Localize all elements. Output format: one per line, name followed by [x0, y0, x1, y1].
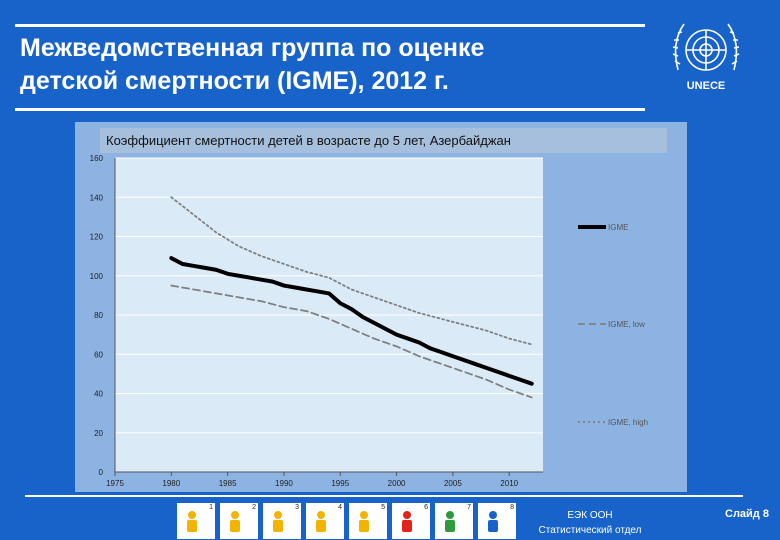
- org-name: ЕЭК ООН: [567, 510, 613, 521]
- mdg-goal-6: 6: [391, 502, 431, 540]
- mdg-goal-3: 3: [262, 502, 302, 540]
- un-emblem-icon: [672, 23, 740, 71]
- x-tick-label: 1975: [106, 479, 124, 488]
- mother-icon: [352, 507, 376, 535]
- mdg-goal-1: 1: [176, 502, 216, 540]
- y-tick-label: 20: [94, 429, 103, 438]
- legend-label: IGME, high: [608, 418, 648, 427]
- mdg-goal-number: 1: [209, 504, 213, 511]
- y-tick-label: 120: [90, 233, 104, 242]
- logo-text: UNECE: [686, 80, 726, 92]
- bowl-icon: [180, 507, 204, 535]
- page-title: Межведомственная группа по оценке детско…: [20, 32, 640, 98]
- y-tick-label: 100: [90, 272, 104, 281]
- x-tick-label: 1985: [219, 479, 237, 488]
- y-tick-label: 160: [90, 154, 104, 163]
- title-line-2: детской смертности (IGME), 2012 г.: [20, 67, 449, 95]
- plant-icon: [438, 507, 462, 535]
- mdg-goal-number: 7: [467, 504, 471, 511]
- mdg-goal-number: 6: [424, 504, 428, 511]
- header-line-bottom: [15, 108, 645, 111]
- series-line-1: [169, 256, 534, 386]
- mdg-goal-7: 7: [434, 502, 474, 540]
- y-tick-label: 140: [90, 193, 104, 202]
- x-tick-label: 1990: [275, 479, 293, 488]
- x-tick-label: 2010: [500, 479, 518, 488]
- x-tick-label: 1995: [331, 479, 349, 488]
- child-icon: [309, 507, 333, 535]
- y-tick-label: 0: [99, 468, 104, 477]
- title-line-1: Межведомственная группа по оценке: [20, 34, 485, 62]
- chart-title-bar: [100, 128, 667, 153]
- mdg-goal-number: 3: [295, 504, 299, 511]
- legend-label: IGME, low: [608, 320, 645, 329]
- mdg-goal-number: 4: [338, 504, 342, 511]
- y-tick-label: 40: [94, 390, 103, 399]
- pencil-icon: [223, 507, 247, 535]
- mdg-goal-2: 2: [219, 502, 259, 540]
- mdg-goal-8: 8: [477, 502, 517, 540]
- mdg-goal-number: 8: [510, 504, 514, 511]
- header-line-top: [15, 24, 645, 27]
- legend-label: IGME: [608, 223, 628, 232]
- y-tick-label: 60: [94, 350, 103, 359]
- y-tick-label: 80: [94, 311, 103, 320]
- gender-icon: [266, 507, 290, 535]
- mdg-goal-number: 5: [381, 504, 385, 511]
- mdg-goal-number: 2: [252, 504, 256, 511]
- x-tick-label: 2000: [388, 479, 406, 488]
- x-tick-label: 2005: [444, 479, 462, 488]
- org-department: Статистический отдел: [538, 525, 642, 536]
- series-line-2: [170, 284, 533, 399]
- footer-line: [25, 495, 743, 497]
- chart-title: Коэффициент смертности детей в возрасте …: [106, 133, 511, 148]
- mdg-goal-4: 4: [305, 502, 345, 540]
- partnership-icon: [481, 507, 505, 535]
- x-tick-label: 1980: [162, 479, 180, 488]
- medicine-icon: [395, 507, 419, 535]
- slide-number: Слайд 8: [725, 508, 769, 520]
- mdg-goal-5: 5: [348, 502, 388, 540]
- series-line-3: [170, 196, 533, 346]
